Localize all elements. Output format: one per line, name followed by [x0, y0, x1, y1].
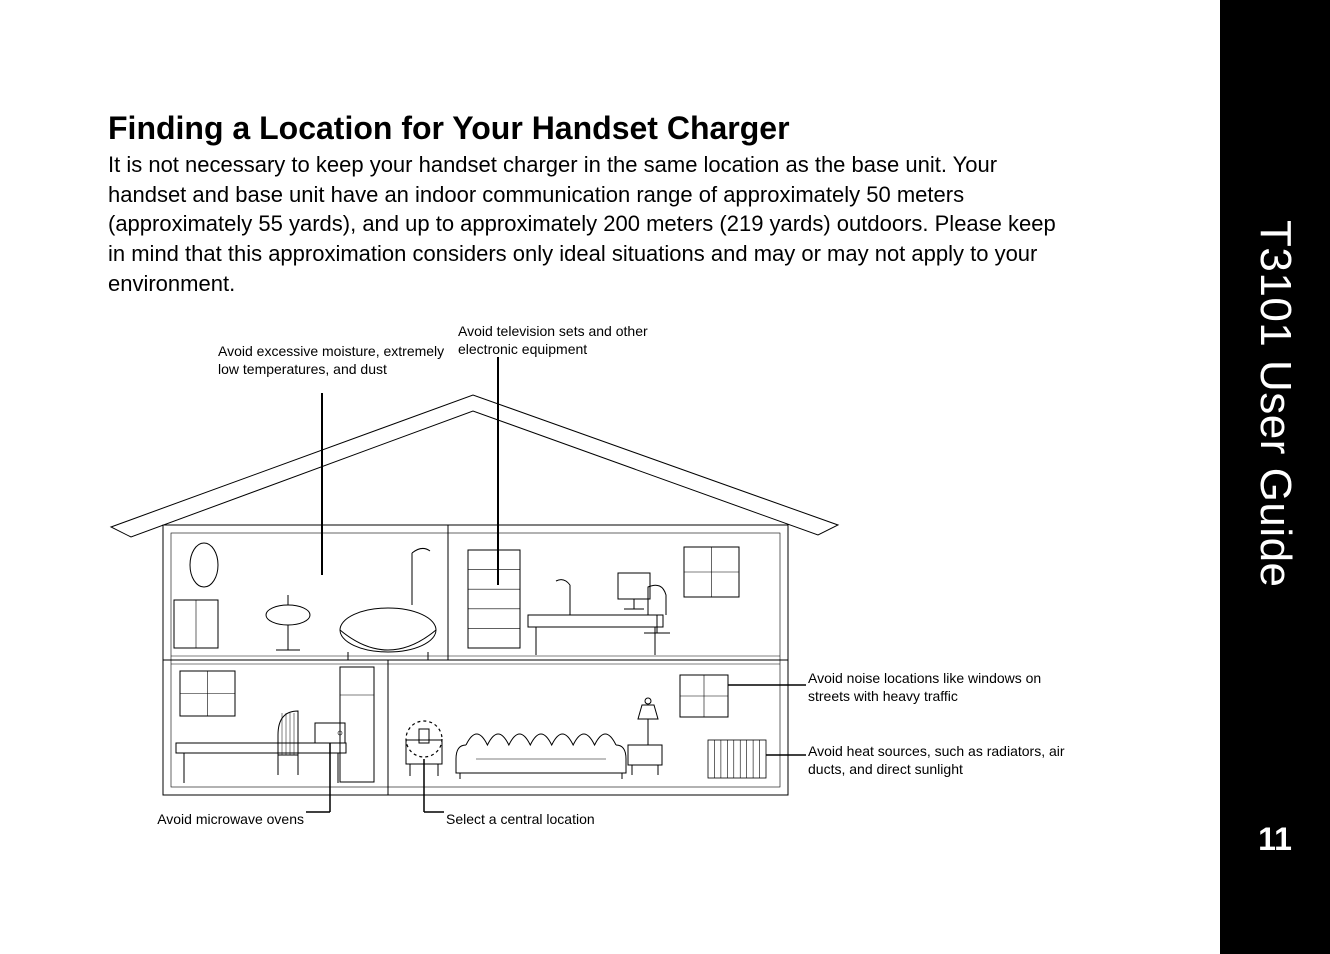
- callout-microwave: Avoid microwave ovens: [134, 811, 304, 829]
- page-number: 11: [1220, 821, 1330, 858]
- page-heading: Finding a Location for Your Handset Char…: [108, 110, 790, 147]
- house-diagram: Avoid excessive moisture, extremely low …: [108, 315, 1088, 855]
- callout-tv-text: Avoid television sets and other electron…: [458, 323, 648, 357]
- page-gutter: [1174, 0, 1220, 954]
- callout-heat-text: Avoid heat sources, such as radiators, a…: [808, 743, 1065, 777]
- guide-title: T3101 User Guide: [1250, 220, 1300, 588]
- callout-central: Select a central location: [446, 811, 646, 829]
- callout-heat: Avoid heat sources, such as radiators, a…: [808, 743, 1088, 778]
- page-content: Finding a Location for Your Handset Char…: [0, 0, 1174, 954]
- sidebar-tab: T3101 User Guide 11: [1220, 0, 1330, 954]
- callout-central-text: Select a central location: [446, 811, 595, 827]
- callout-noise-text: Avoid noise locations like windows on st…: [808, 670, 1041, 704]
- callout-moisture: Avoid excessive moisture, extremely low …: [218, 343, 458, 378]
- intro-paragraph: It is not necessary to keep your handset…: [108, 150, 1078, 298]
- callout-tv: Avoid television sets and other electron…: [458, 323, 668, 358]
- callout-moisture-text: Avoid excessive moisture, extremely low …: [218, 343, 444, 377]
- callout-microwave-text: Avoid microwave ovens: [157, 811, 304, 827]
- callout-noise: Avoid noise locations like windows on st…: [808, 670, 1068, 705]
